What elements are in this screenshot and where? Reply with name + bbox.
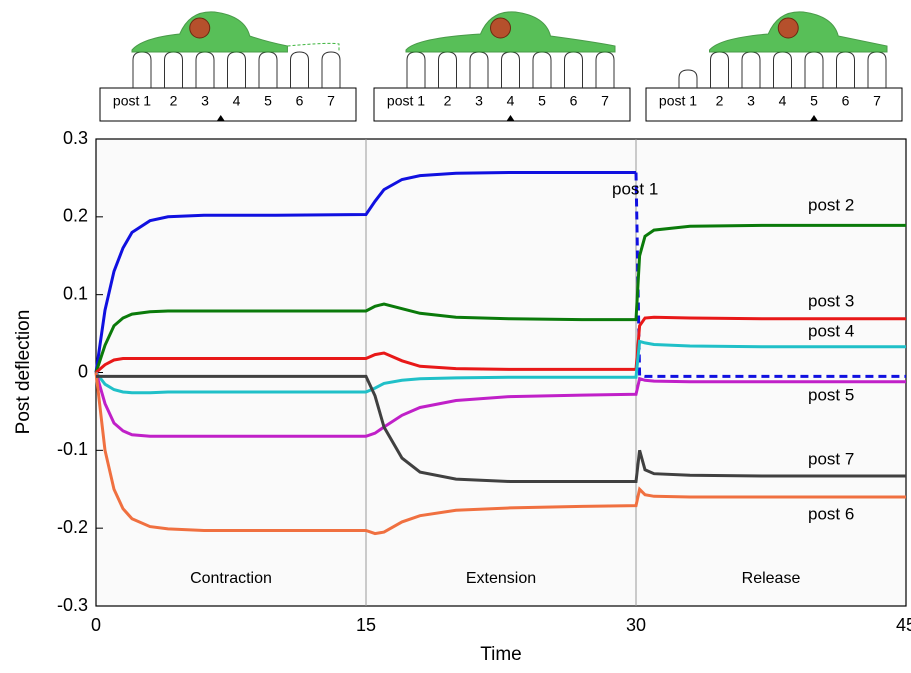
post — [837, 52, 855, 88]
series-label: post 3 — [808, 291, 854, 310]
inset: post 1 2 3 4 5 6 7 — [646, 12, 902, 121]
post-label: 2 — [716, 93, 724, 109]
y-tick-label: 0.2 — [63, 206, 88, 226]
phase-label: Contraction — [190, 570, 272, 587]
series-label: post 5 — [808, 385, 854, 404]
post — [407, 52, 425, 88]
post — [742, 52, 760, 88]
post — [322, 52, 340, 88]
nucleus — [778, 18, 798, 38]
y-tick-label: 0.1 — [63, 283, 88, 303]
y-tick-label: -0.2 — [57, 517, 88, 537]
y-axis-label: Post deflection — [13, 310, 34, 435]
post-label: 7 — [601, 93, 609, 109]
post — [133, 52, 151, 88]
plot-frame — [96, 139, 906, 606]
series-label: post 2 — [808, 195, 854, 214]
phase-label: Extension — [466, 570, 536, 587]
series-label: post 7 — [808, 449, 854, 468]
x-axis-label: Time — [480, 644, 522, 665]
nucleus — [190, 18, 210, 38]
post — [596, 52, 614, 88]
x-tick-label: 30 — [626, 615, 646, 635]
post — [565, 52, 583, 88]
x-tick-label: 45 — [896, 615, 911, 635]
post — [291, 52, 309, 88]
y-tick-label: -0.3 — [57, 595, 88, 615]
y-tick-label: 0 — [78, 361, 88, 381]
post-label: post 1 — [659, 93, 697, 109]
post-label: post 1 — [387, 93, 425, 109]
post-label: 2 — [444, 93, 452, 109]
post — [679, 70, 697, 88]
series-label: post 1 — [612, 179, 658, 198]
post — [868, 52, 886, 88]
cell-outline — [287, 43, 339, 52]
inset: post 1 2 3 4 5 6 7 — [100, 12, 356, 121]
post — [165, 52, 183, 88]
post — [259, 52, 277, 88]
cell — [710, 12, 888, 52]
post — [228, 52, 246, 88]
y-tick-label: -0.1 — [57, 439, 88, 459]
post-label: 5 — [810, 93, 818, 109]
post-label: 3 — [747, 93, 755, 109]
post — [502, 52, 520, 88]
x-tick-label: 15 — [356, 615, 376, 635]
post — [470, 52, 488, 88]
post-label: 6 — [570, 93, 578, 109]
cell — [406, 12, 615, 52]
post-label: 5 — [538, 93, 546, 109]
post-label: 6 — [296, 93, 304, 109]
figure: Time Post deflection -0.3 -0.2 -0.1 0 0.1 0.2… — [0, 0, 911, 668]
post — [439, 52, 457, 88]
post-label: 5 — [264, 93, 272, 109]
post-label: 4 — [233, 93, 241, 109]
post-label: 7 — [327, 93, 335, 109]
post-label: post 1 — [113, 93, 151, 109]
post-label: 3 — [201, 93, 209, 109]
post-label: 4 — [779, 93, 787, 109]
inset: post 1 2 3 4 5 6 7 — [374, 12, 630, 121]
post-label: 7 — [873, 93, 881, 109]
x-tick-label: 0 — [91, 615, 101, 635]
series-label: post 6 — [808, 504, 854, 523]
post — [533, 52, 551, 88]
post-label: 6 — [842, 93, 850, 109]
post — [805, 52, 823, 88]
post — [196, 52, 214, 88]
post-label: 2 — [170, 93, 178, 109]
post — [774, 52, 792, 88]
cell — [132, 12, 287, 52]
y-tick-label: 0.3 — [63, 128, 88, 148]
phase-label: Release — [742, 570, 801, 587]
nucleus — [491, 18, 511, 38]
post — [711, 52, 729, 88]
post-label: 3 — [475, 93, 483, 109]
series-label: post 4 — [808, 321, 854, 340]
post-label: 4 — [507, 93, 515, 109]
